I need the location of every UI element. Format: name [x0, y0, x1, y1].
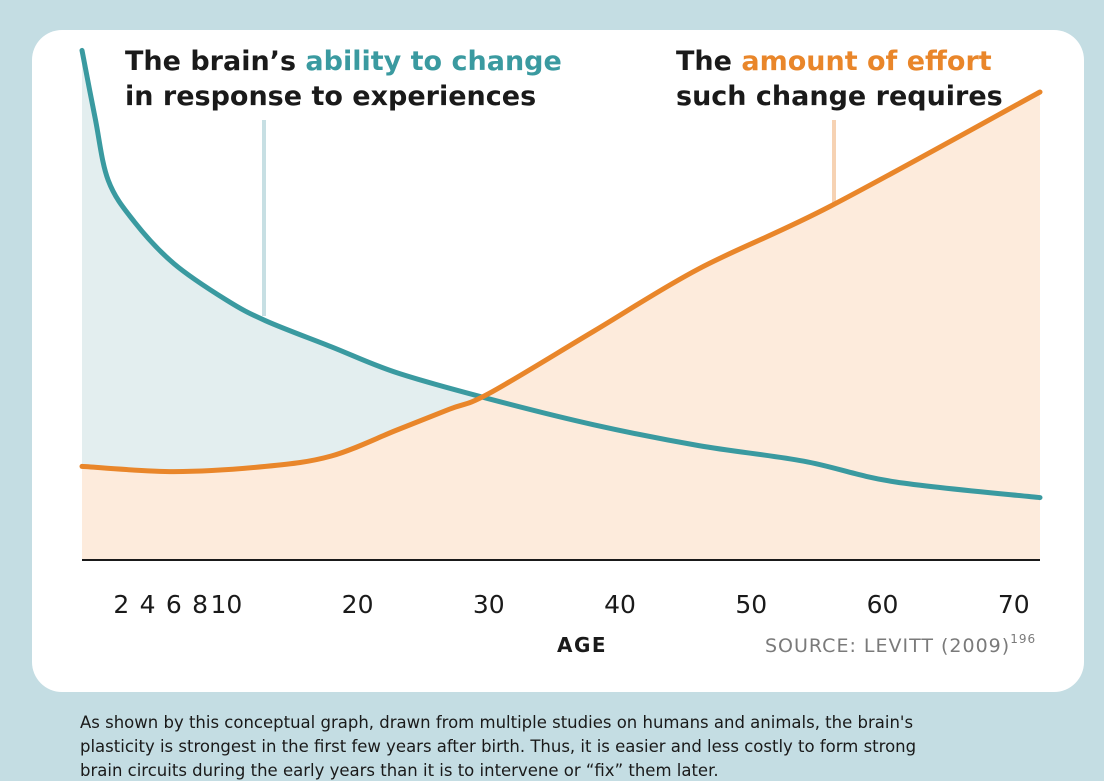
left-annotation-line2: in response to experiences	[125, 81, 536, 112]
line	[79, 47, 1043, 501]
x-tick-label: 8	[192, 590, 208, 619]
left-annotation-line1: The brain’s ability to change	[125, 46, 562, 77]
line	[79, 89, 1043, 475]
x-tick-label: 10	[210, 590, 242, 619]
x-tick-label: 6	[166, 590, 182, 619]
caption-line: brain circuits during the early years th…	[80, 761, 719, 780]
x-tick-label: 20	[342, 590, 374, 619]
x-tick-label: 4	[140, 590, 156, 619]
x-tick-label: 2	[113, 590, 129, 619]
annotation-text: The	[676, 46, 741, 77]
right-annotation-line1: The amount of effort	[676, 46, 992, 77]
area	[82, 50, 1040, 561]
x-axis-label: AGE	[557, 633, 607, 657]
right-annotation-line2: such change requires	[676, 81, 1003, 112]
x-tick-label: 40	[604, 590, 636, 619]
annotation-text: The brain’s	[125, 46, 305, 77]
x-tick-label: 70	[998, 590, 1030, 619]
annotation-highlight: ability to change	[305, 46, 561, 77]
caption-line: plasticity is strongest in the first few…	[80, 737, 916, 756]
annotation-highlight: amount of effort	[741, 46, 991, 77]
area	[82, 92, 1040, 560]
x-tick-label: 50	[735, 590, 767, 619]
source: SOURCE: LEVITT (2009)196	[765, 632, 1036, 657]
source-note: 196	[1010, 632, 1036, 646]
caption-line: As shown by this conceptual graph, drawn…	[80, 713, 913, 732]
x-tick-label: 30	[473, 590, 505, 619]
source-text: SOURCE: LEVITT (2009)	[765, 635, 1010, 657]
x-tick-label: 60	[867, 590, 899, 619]
